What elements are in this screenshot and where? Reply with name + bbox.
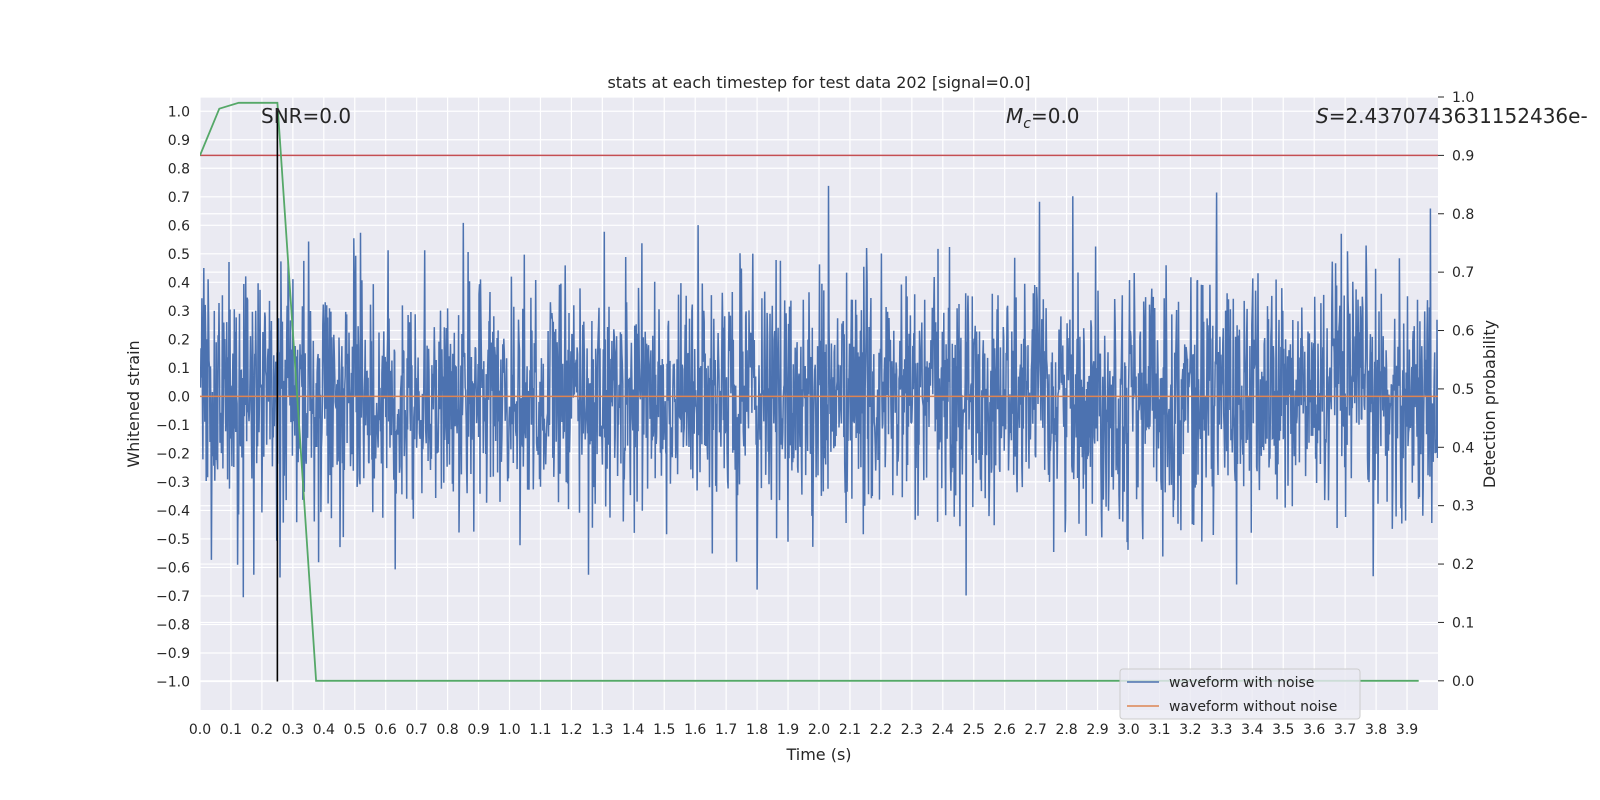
- x-tick-label: 3.3: [1210, 722, 1232, 738]
- legend-label-clean: waveform without noise: [1169, 699, 1337, 715]
- y-tick-label: −0.7: [156, 589, 190, 605]
- legend-box: [1119, 668, 1361, 720]
- x-axis-ticks: 0.0 0.1 0.2 0.3 0.4 0.5 0.6 0.7 0.8 0.9 1.0 1.1 1.2 1…: [189, 722, 1418, 738]
- y2-tick-label: 0.7: [1452, 265, 1474, 281]
- x-tick-label: 2.4: [932, 722, 954, 738]
- x-tick-label: 3.8: [1365, 722, 1387, 738]
- x-tick-label: 3.1: [1148, 722, 1170, 738]
- s-annotation: S=2.4370743631152436e-: [1316, 104, 1588, 128]
- series-layer: [200, 101, 1438, 682]
- x-tick-label: 3.2: [1179, 722, 1201, 738]
- y-tick-label: 0.1: [168, 361, 190, 377]
- x-tick-label: 2.9: [1086, 722, 1108, 738]
- y-tick-label: −1.0: [156, 674, 190, 690]
- legend-label-noisy: waveform with noise: [1169, 675, 1314, 691]
- chirp-mass-value: =0.0: [1031, 104, 1080, 128]
- y-axis-label: Whitened strain: [124, 340, 143, 467]
- x-tick-label: 3.0: [1117, 722, 1139, 738]
- y-tick-label: 0.5: [168, 247, 190, 263]
- x-tick-label: 1.5: [653, 722, 675, 738]
- snr-annotation: SNR=0.0: [261, 104, 351, 128]
- x-tick-label: 2.5: [963, 722, 985, 738]
- y2-tick-label: 0.5: [1452, 382, 1474, 398]
- x-tick-label: 0.4: [313, 722, 335, 738]
- y-tick-label: −0.3: [156, 475, 190, 491]
- x-tick-label: 1.2: [560, 722, 582, 738]
- y-tick-label: 0.0: [168, 389, 190, 405]
- y-tick-label: 0.2: [168, 332, 190, 348]
- x-tick-label: 0.2: [251, 722, 273, 738]
- x-tick-label: 2.8: [1055, 722, 1077, 738]
- y2-tick-label: 0.8: [1452, 207, 1474, 223]
- x-tick-label: 1.6: [684, 722, 706, 738]
- y-tick-label: 0.4: [168, 275, 190, 291]
- y-tick-label: 0.9: [168, 133, 190, 149]
- y-tick-label: 0.6: [168, 218, 190, 234]
- y-tick-label: −0.8: [156, 617, 190, 633]
- chirp-mass-symbol: M: [1006, 104, 1023, 128]
- x-tick-label: 0.0: [189, 722, 211, 738]
- y2-tick-label: 0.1: [1452, 615, 1474, 631]
- y-tick-label: −0.5: [156, 532, 190, 548]
- y-tick-label: 0.8: [168, 161, 190, 177]
- x-tick-label: 1.4: [622, 722, 644, 738]
- y-tick-label: −0.6: [156, 560, 190, 576]
- x-tick-label: 2.1: [839, 722, 861, 738]
- series-waveform-with-noise: [200, 185, 1438, 598]
- x-tick-label: 0.6: [375, 722, 397, 738]
- x-tick-label: 2.7: [1025, 722, 1047, 738]
- y2-axis-label: Detection probability: [1480, 320, 1499, 488]
- x-tick-label: 0.8: [436, 722, 458, 738]
- x-tick-label: 1.7: [715, 722, 737, 738]
- x-axis-label: Time (s): [785, 745, 851, 764]
- y-tick-label: 0.7: [168, 190, 190, 206]
- y2-tick-label: 0.0: [1452, 674, 1474, 690]
- x-tick-label: 3.5: [1272, 722, 1294, 738]
- x-tick-label: 0.1: [220, 722, 242, 738]
- x-tick-label: 2.3: [901, 722, 923, 738]
- x-tick-label: 3.4: [1241, 722, 1263, 738]
- y-tick-label: 1.0: [168, 104, 190, 120]
- x-tick-label: 1.1: [529, 722, 551, 738]
- series-detection-probability: [200, 101, 1419, 682]
- x-tick-label: 0.7: [406, 722, 428, 738]
- y2-tick-label: 0.6: [1452, 324, 1474, 340]
- x-tick-label: 3.6: [1303, 722, 1325, 738]
- legend: waveform with noise waveform without noi…: [1119, 668, 1361, 720]
- y2-axis-ticks: 1.0 0.9 0.8 0.7 0.6 0.5 0.4 0.3 0.2 0.1 0.0: [1438, 90, 1474, 690]
- x-tick-label: 2.6: [994, 722, 1016, 738]
- s-symbol: S: [1316, 104, 1329, 128]
- chart-title: stats at each timestep for test data 202…: [607, 73, 1030, 92]
- x-tick-label: 1.3: [591, 722, 613, 738]
- x-tick-label: 0.3: [282, 722, 304, 738]
- x-tick-label: 1.9: [777, 722, 799, 738]
- x-tick-label: 2.0: [808, 722, 830, 738]
- x-tick-label: 1.8: [746, 722, 768, 738]
- x-tick-label: 3.7: [1334, 722, 1356, 738]
- y2-tick-label: 0.3: [1452, 499, 1474, 515]
- y-tick-label: −0.2: [156, 446, 190, 462]
- chirp-mass-subscript: c: [1023, 116, 1031, 132]
- y2-tick-label: 0.4: [1452, 440, 1474, 456]
- y-tick-label: −0.9: [156, 646, 190, 662]
- x-tick-label: 0.9: [467, 722, 489, 738]
- s-value: =2.4370743631152436e-: [1329, 104, 1588, 128]
- chirp-mass-annotation: Mc=0.0: [1006, 104, 1080, 132]
- y2-tick-label: 1.0: [1452, 90, 1474, 106]
- y-tick-label: 0.3: [168, 304, 190, 320]
- y2-tick-label: 0.9: [1452, 148, 1474, 164]
- x-tick-label: 2.2: [870, 722, 892, 738]
- y2-tick-label: 0.2: [1452, 557, 1474, 573]
- x-tick-label: 3.9: [1396, 722, 1418, 738]
- y-tick-label: −0.1: [156, 418, 190, 434]
- y-tick-label: −0.4: [156, 503, 190, 519]
- x-tick-label: 0.5: [344, 722, 366, 738]
- y-axis-ticks: 1.0 0.9 0.8 0.7 0.6 0.5 0.4 0.3 0.2 0.1 0.0 −0.1 −0.…: [156, 104, 190, 690]
- x-tick-label: 1.0: [498, 722, 520, 738]
